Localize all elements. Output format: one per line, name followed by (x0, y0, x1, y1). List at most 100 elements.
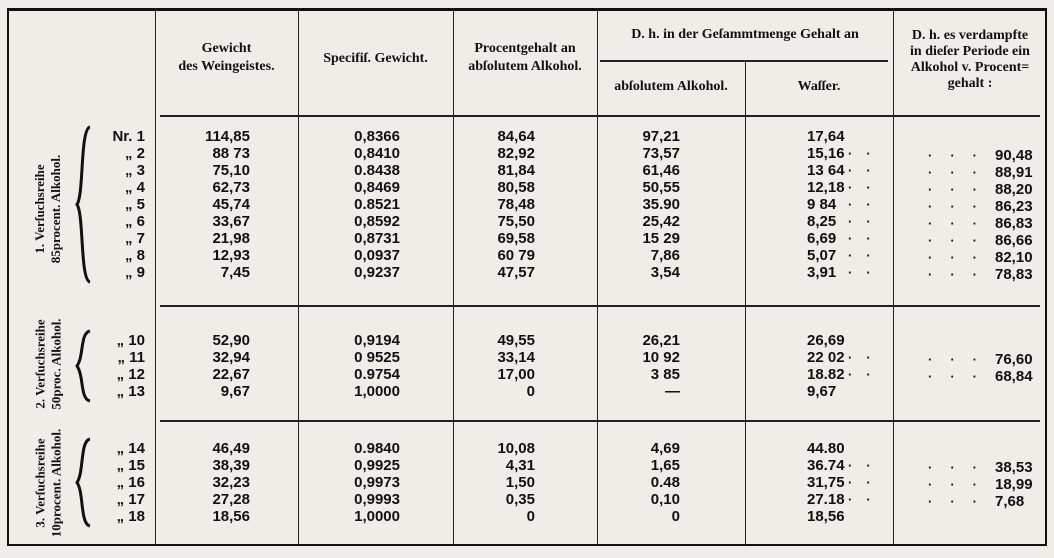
cell-spec: 0,0937 (354, 247, 400, 264)
cell-abs: 73,57 (642, 145, 680, 162)
cell-abs: 3,54 (650, 264, 680, 281)
cell-spec: 0 9525 (354, 349, 400, 366)
cell-evap: ···68,84 (900, 368, 1040, 385)
cell-water: 18,56 (807, 508, 845, 525)
cell-evap: ···90,48 (900, 147, 1040, 164)
leader-dots: ·· (848, 214, 885, 229)
header-evaporated-line4: gehalt : (947, 76, 993, 91)
cell-evap: ···82,10 (900, 249, 1040, 266)
cell-weight: 33,67 (212, 213, 250, 230)
cell-weight: 12,93 (212, 247, 250, 264)
cell-pct: 60 79 (497, 247, 535, 264)
leader-dots: ··· (928, 216, 995, 231)
cell-abs: 1,65 (650, 457, 680, 474)
header-weight-line2: des Weingeistes. (178, 59, 275, 74)
cell-nr: „ 2 (124, 145, 145, 162)
cell-spec: 0.9840 (354, 440, 400, 457)
cell-pct: 0,35 (505, 491, 535, 508)
curly-brace-icon (75, 437, 91, 528)
header-percent-line1: Procentgehalt an (474, 41, 576, 56)
table-row: „ 6 33,67 0,8592 75,50 25,42 8,25 ·· ···86,83 (0, 213, 1054, 232)
section-rule (160, 305, 1040, 307)
header-rule (160, 115, 1040, 117)
cell-pct: 33,14 (497, 349, 535, 366)
cell-weight: 32,23 (212, 474, 250, 491)
leader-dots: ··· (928, 233, 995, 248)
cell-evap: ···86,83 (900, 215, 1040, 232)
cell-nr: „ 14 (116, 440, 145, 457)
leader-dots: ··· (928, 460, 995, 475)
curly-brace-icon (75, 125, 91, 284)
cell-nr: „ 15 (116, 457, 145, 474)
cell-nr: „ 4 (124, 179, 145, 196)
leader-dots: ··· (928, 165, 995, 180)
header-evaporated-line2: in dieſer Periode ein (910, 44, 1030, 59)
evap-value: 90,48 (995, 147, 1033, 164)
cell-weight: 46,49 (212, 440, 250, 457)
cell-spec: 0,8366 (354, 128, 400, 145)
table-row: „ 7 21,98 0,8731 69,58 15 29 6,69 ·· ···86,66 (0, 230, 1054, 249)
cell-evap: ···86,23 (900, 198, 1040, 215)
cell-water: 15,16 (807, 145, 845, 162)
leader-dots: ··· (928, 182, 995, 197)
table-row: „ 4 62,73 0,8469 80,58 50,55 12,18 ·· ···88,20 (0, 179, 1054, 198)
leader-dots: ··· (928, 148, 995, 163)
cell-nr: Nr. 1 (112, 128, 145, 145)
header-evaporated: D. h. es verdampfte in dieſer Periode ei… (893, 28, 1047, 92)
header-weight: Gewicht des Weingeistes. (155, 40, 298, 76)
section-rule (160, 420, 1040, 422)
evap-value: 18,99 (995, 476, 1033, 493)
cell-nr: „ 10 (116, 332, 145, 349)
table-row: „ 15 38,39 0,9925 4,31 1,65 36.74 ·· ···38,53 (0, 457, 1054, 476)
cell-weight: 22,67 (212, 366, 250, 383)
evap-value: 86,83 (995, 215, 1033, 232)
cell-water: 17,64 (807, 128, 845, 145)
cell-water: 36.74 (807, 457, 845, 474)
cell-spec: 0,8469 (354, 179, 400, 196)
cell-water: 9 84 (807, 196, 837, 213)
leader-dots: ·· (848, 197, 885, 212)
cell-pct: 4,31 (505, 457, 535, 474)
cell-abs: 50,55 (642, 179, 680, 196)
cell-pct: 10,08 (497, 440, 535, 457)
header-evaporated-line3: Alkohol v. Procent= (910, 60, 1030, 75)
table-row: „ 3 75,10 0.8438 81,84 61,46 13 64 ·· ···88,91 (0, 162, 1054, 181)
curly-brace-icon (75, 329, 91, 403)
cell-spec: 0,9194 (354, 332, 400, 349)
cell-water: 26,69 (807, 332, 845, 349)
cell-spec: 0,8410 (354, 145, 400, 162)
cell-spec: 0,9237 (354, 264, 400, 281)
leader-dots: ··· (928, 199, 995, 214)
cell-abs: 7,86 (650, 247, 680, 264)
cell-water: 12,18 (807, 179, 845, 196)
cell-evap: ···88,91 (900, 164, 1040, 181)
cell-pct: 80,58 (497, 179, 535, 196)
evap-value: 86,23 (995, 198, 1033, 215)
cell-pct: 69,58 (497, 230, 535, 247)
cell-spec: 0,9925 (354, 457, 400, 474)
cell-abs: 25,42 (642, 213, 680, 230)
cell-pct: 1,50 (505, 474, 535, 491)
cell-water: 8,25 (807, 213, 837, 230)
cell-spec: 1,0000 (354, 383, 400, 400)
cell-weight: 21,98 (212, 230, 250, 247)
cell-spec: 0.8438 (354, 162, 400, 179)
cell-nr: „ 6 (124, 213, 145, 230)
evap-value: 88,20 (995, 181, 1033, 198)
cell-water: 18.82 (807, 366, 845, 383)
leader-dots: ·· (848, 475, 885, 490)
evap-value: 78,83 (995, 266, 1033, 283)
cell-weight: 88 73 (212, 145, 250, 162)
cell-abs: 0.48 (650, 474, 680, 491)
evap-value: 68,84 (995, 368, 1033, 385)
header-weight-line1: Gewicht (201, 41, 252, 56)
evap-value: 76,60 (995, 351, 1033, 368)
cell-abs: 15 29 (642, 230, 680, 247)
cell-pct: 47,57 (497, 264, 535, 281)
cell-abs: 97,21 (642, 128, 680, 145)
table-row: „ 12 22,67 0.9754 17,00 3 85 18.82 ·· ···68,84 (0, 366, 1054, 385)
cell-pct: 81,84 (497, 162, 535, 179)
leader-dots: ··· (928, 494, 995, 509)
cell-weight: 18,56 (212, 508, 250, 525)
table-row: „ 2 88 73 0,8410 82,92 73,57 15,16 ·· ···90,48 (0, 145, 1054, 164)
